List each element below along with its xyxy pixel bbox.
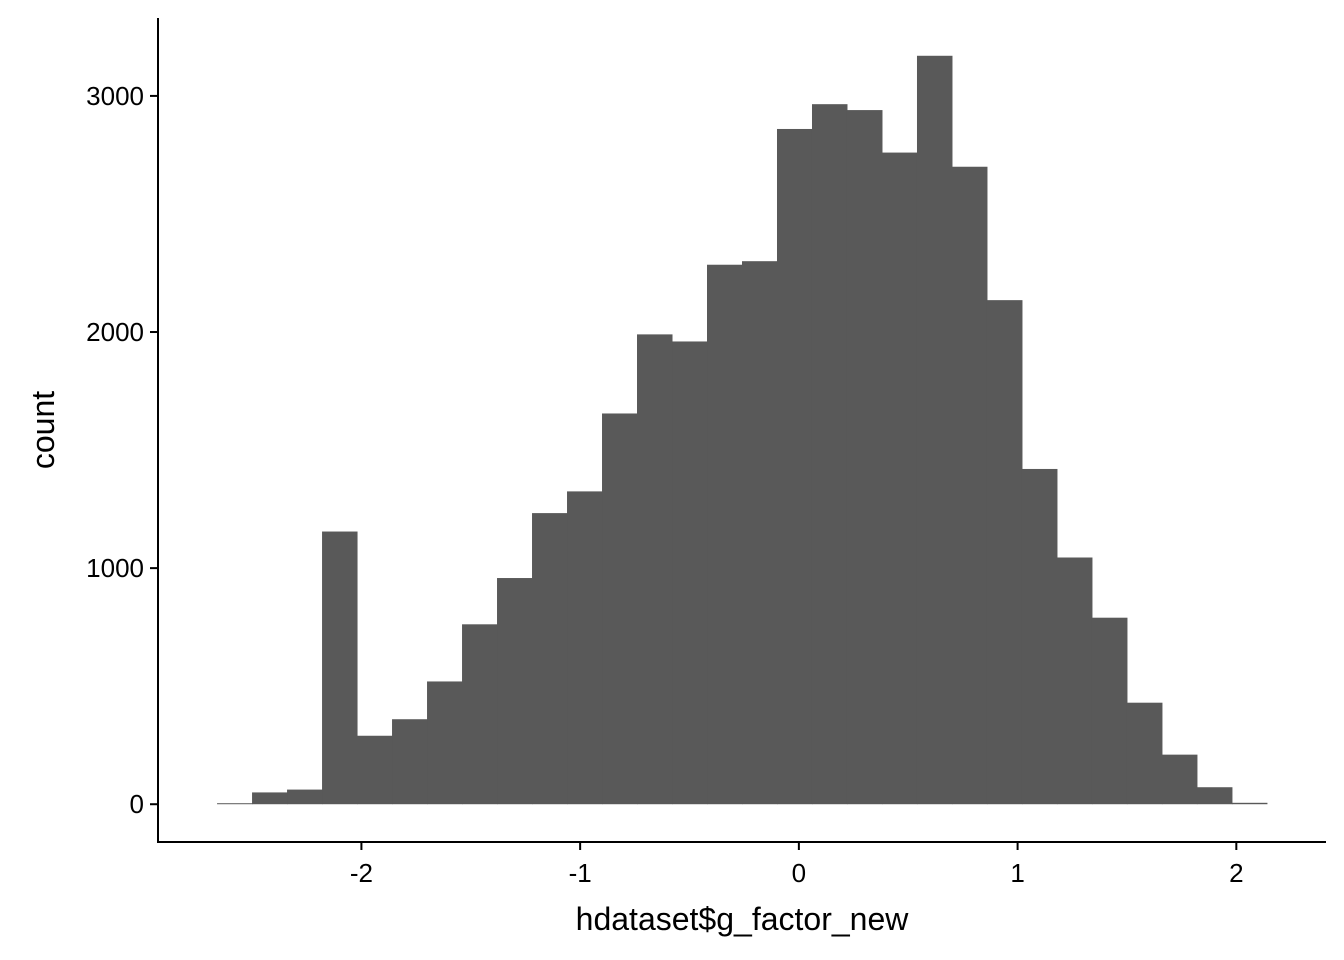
histogram-bar <box>916 55 953 805</box>
histogram-bar <box>567 491 603 805</box>
x-tick-label: 2 <box>1229 858 1243 888</box>
x-axis-title: hdataset$g_factor_new <box>576 901 910 937</box>
x-tick-label: 1 <box>1010 858 1024 888</box>
y-tick-label: 0 <box>130 789 144 819</box>
histogram-bar <box>672 341 708 805</box>
histogram-bar <box>322 531 358 805</box>
histogram-bar <box>287 789 323 805</box>
histogram-bar <box>357 735 393 805</box>
y-tick-label: 2000 <box>86 317 144 347</box>
y-axis-ticks: 0 1000 2000 3000 <box>86 81 158 819</box>
x-tick-label: 0 <box>792 858 806 888</box>
histogram-bar <box>1126 702 1163 805</box>
histogram-bar <box>1091 617 1128 805</box>
histogram-bar <box>707 264 743 805</box>
histogram-bar <box>1021 468 1058 805</box>
histogram-bar <box>532 513 568 805</box>
histogram-bar <box>637 334 673 805</box>
histogram-bar <box>1056 557 1093 805</box>
histogram-bar <box>1161 754 1198 805</box>
histogram-bar <box>252 792 288 805</box>
y-axis-title: count <box>25 391 61 469</box>
x-tick-label: -2 <box>350 858 373 888</box>
histogram-bar <box>881 152 918 805</box>
histogram-bar <box>1231 802 1268 805</box>
y-tick-label: 3000 <box>86 81 144 111</box>
x-axis-ticks: -2 -1 0 1 2 <box>350 842 1244 888</box>
histogram-bar <box>392 719 428 805</box>
histogram-bar <box>497 578 533 805</box>
histogram-bars <box>217 55 1268 805</box>
histogram-bar <box>986 300 1023 805</box>
histogram-bar <box>427 681 463 805</box>
histogram-bar <box>217 803 253 805</box>
histogram-bar <box>1196 787 1233 805</box>
histogram-bar <box>846 110 883 805</box>
y-tick-label: 1000 <box>86 553 144 583</box>
x-tick-label: -1 <box>569 858 592 888</box>
histogram-bar <box>951 166 988 805</box>
histogram-bar <box>776 128 813 805</box>
histogram-bar <box>811 104 848 805</box>
histogram-bar <box>462 624 498 805</box>
histogram-bar <box>742 261 778 805</box>
histogram-bar <box>602 413 638 805</box>
